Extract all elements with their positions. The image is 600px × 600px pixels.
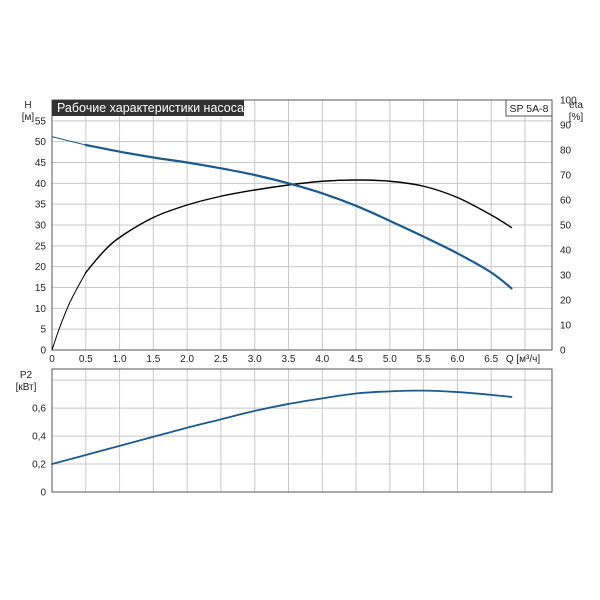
x-tick-label: 1.5 [146,354,160,365]
head-tick-label: 10 [35,304,47,315]
head-tick-label: 55 [35,116,47,127]
x-tick-label: 3.0 [248,354,262,365]
power-tick-label: 0,4 [32,432,46,443]
efficiency-tick-label: 40 [560,246,572,257]
head-tick-label: 25 [35,241,47,252]
head-tick-label: 40 [35,179,47,190]
head-tick-label: 0 [40,346,46,357]
x-tick-label: 6.5 [484,354,498,365]
power-axis-unit: [кВт] [16,382,37,393]
chart-title: Рабочие характеристики насоса [57,101,244,115]
x-tick-label: 0.5 [79,354,93,365]
head-tick-label: 30 [35,221,47,232]
efficiency-tick-label: 80 [560,146,572,157]
power-panel-series [51,389,513,465]
x-tick-label: 0 [49,354,55,365]
efficiency-tick-label: 20 [560,296,572,307]
efficiency-tick-label: 100 [560,96,577,107]
efficiency-axis-label: eta [569,100,583,111]
power-tick-label: 0 [40,488,46,499]
head-tick-label: 5 [40,325,46,336]
x-tick-label: 2.0 [180,354,194,365]
power-tick-label: 0,2 [32,460,46,471]
power-axis-label: P2 [20,370,33,381]
efficiency-axis-unit: [%] [569,112,584,123]
efficiency-tick-label: 90 [560,121,572,132]
head-panel-grid [52,100,552,350]
efficiency-tick-label: 10 [560,321,572,332]
head-panel-frame [51,99,553,351]
model-box [505,99,553,117]
x-tick-label: 5.5 [417,354,431,365]
flow-axis-label: Q [м³/ч] [506,354,541,365]
head-tick-label: 35 [35,200,47,211]
efficiency-curve-extension [51,272,87,351]
head-efficiency-panel: 0 0.5 1.0 1.5 2.0 2.5 3.0 3.5 4.0 4.5 5.0 5.5 6.0 6.5… [35,96,577,366]
power-panel-frame [51,368,553,493]
title-background [52,100,244,116]
x-tick-label: 2.5 [214,354,228,365]
power-panel-grid [52,369,552,492]
x-tick-label: 1.0 [113,354,127,365]
efficiency-tick-label: 30 [560,271,572,282]
head-tick-label: 20 [35,262,47,273]
head-curve-extension [51,136,86,146]
x-tick-label: 4.0 [315,354,329,365]
efficiency-tick-label: 0 [560,346,566,357]
head-tick-label: 50 [35,137,47,148]
efficiency-curve [85,179,513,274]
head-panel-series [51,136,513,351]
head-tick-label: 45 [35,158,47,169]
x-tick-label: 4.5 [349,354,363,365]
power-panel: 0 0,2 0,4 0,6 [32,368,553,499]
power-panel-tick-labels: 0 0,2 0,4 0,6 [32,404,46,499]
efficiency-tick-label: 70 [560,171,572,182]
head-axis-unit: [м] [22,112,35,123]
power-tick-label: 0,6 [32,404,46,415]
model-label: SP 5A-8 [510,103,549,115]
x-tick-label: 5.0 [383,354,397,365]
efficiency-tick-label: 50 [560,221,572,232]
x-tick-label: 3.5 [282,354,296,365]
power-curve [51,389,513,465]
head-curve [84,143,513,290]
head-tick-label: 15 [35,283,47,294]
efficiency-tick-label: 60 [560,196,572,207]
head-panel-tick-labels: 0 0.5 1.0 1.5 2.0 2.5 3.0 3.5 4.0 4.5 5.0 5.5 6.0 6.5… [35,96,577,366]
head-axis-label: H [24,100,31,111]
x-tick-label: 6.0 [450,354,464,365]
